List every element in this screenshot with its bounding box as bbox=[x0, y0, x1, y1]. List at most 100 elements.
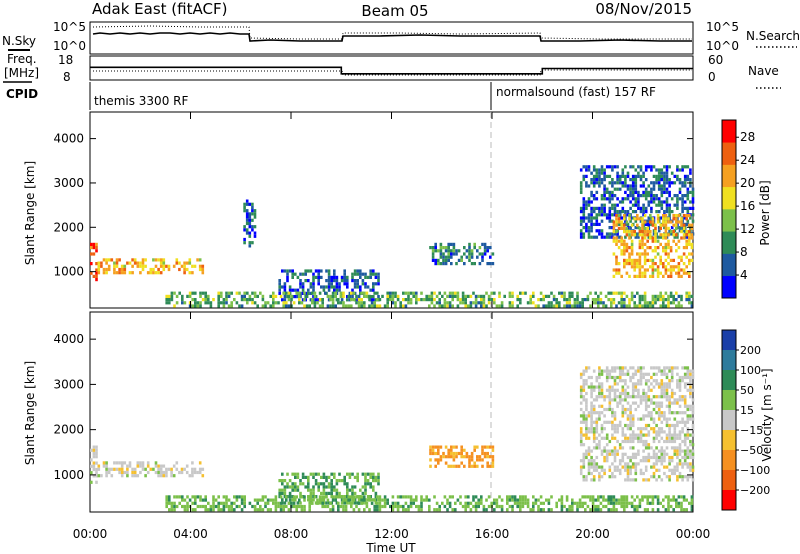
range-gate-cell-1 bbox=[149, 271, 153, 275]
range-gate-cell-5 bbox=[612, 301, 616, 305]
range-gate-cell-6 bbox=[621, 184, 625, 188]
range-gate-cell-2 bbox=[299, 491, 302, 495]
range-gate-cell-6 bbox=[652, 200, 656, 204]
freq-left-label-2: [MHz] bbox=[4, 66, 39, 80]
range-gate-cell-5 bbox=[347, 304, 350, 308]
range-gate-cell-7 bbox=[669, 265, 673, 269]
range-gate-cell-3 bbox=[429, 451, 432, 456]
range-gate-cell-2 bbox=[348, 488, 352, 492]
range-gate-cell-5 bbox=[334, 294, 337, 298]
range-gate-cell-7 bbox=[625, 246, 629, 250]
range-gate-cell-5 bbox=[639, 372, 643, 376]
range-gate-cell-5 bbox=[691, 369, 695, 373]
range-gate-cell-5 bbox=[600, 423, 604, 428]
range-gate-cell-6 bbox=[616, 210, 619, 214]
range-gate-cell-6 bbox=[660, 187, 664, 191]
range-gate-cell-6 bbox=[590, 200, 593, 204]
range-gate-cell-7 bbox=[623, 242, 626, 246]
range-gate-cell-5 bbox=[303, 298, 306, 302]
range-gate-cell-5 bbox=[611, 436, 614, 440]
range-gate-cell-5 bbox=[616, 427, 619, 431]
range-gate-cell-7 bbox=[682, 226, 686, 230]
range-gate-cell-3 bbox=[374, 275, 378, 279]
range-gate-cell-6 bbox=[634, 181, 638, 185]
range-gate-cell-5 bbox=[631, 372, 635, 376]
range-gate-cell-7 bbox=[625, 226, 629, 230]
x-tick-label: 08:00 bbox=[274, 527, 309, 541]
range-gate-cell-7 bbox=[641, 271, 644, 275]
range-gate-cell-4 bbox=[633, 508, 636, 512]
range-gate-cell-1 bbox=[128, 464, 132, 468]
range-gate-cell-1 bbox=[157, 474, 160, 478]
range-gate-cell-2 bbox=[351, 491, 354, 495]
range-gate-cell-3 bbox=[296, 295, 300, 299]
range-gate-cell-6 bbox=[611, 194, 614, 198]
range-gate-cell-4 bbox=[199, 495, 202, 499]
range-gate-cell-6 bbox=[590, 213, 593, 217]
range-gate-cell-4 bbox=[633, 504, 636, 509]
range-gate-cell-5 bbox=[603, 414, 606, 418]
range-gate-cell-5 bbox=[629, 420, 632, 424]
range-gate-cell-5 bbox=[683, 462, 687, 466]
range-gate-cell-5 bbox=[657, 401, 661, 405]
range-gate-cell-4 bbox=[511, 498, 514, 502]
range-gate-cell-6 bbox=[642, 174, 645, 178]
range-gate-cell-2 bbox=[248, 218, 252, 222]
range-gate-cell-6 bbox=[650, 200, 653, 204]
range-gate-cell-5 bbox=[611, 369, 614, 373]
range-gate-cell-7 bbox=[617, 268, 621, 272]
range-gate-cell-6 bbox=[585, 165, 588, 169]
range-gate-cell-6 bbox=[611, 197, 614, 201]
range-gate-cell-5 bbox=[655, 459, 658, 463]
range-gate-cell-6 bbox=[683, 181, 687, 185]
range-gate-cell-1 bbox=[165, 474, 168, 478]
range-gate-cell-4 bbox=[396, 501, 400, 505]
range-gate-cell-1 bbox=[133, 258, 137, 262]
range-gate-cell-1 bbox=[170, 467, 173, 471]
range-gate-cell-4 bbox=[376, 504, 379, 509]
range-gate-cell-7 bbox=[620, 223, 623, 227]
range-gate-cell-6 bbox=[634, 187, 638, 191]
range-gate-cell-1 bbox=[126, 470, 129, 475]
range-gate-cell-5 bbox=[665, 398, 669, 402]
range-gate-cell-7 bbox=[612, 226, 616, 230]
range-gate-cell-5 bbox=[493, 291, 496, 295]
range-gate-cell-5 bbox=[571, 304, 574, 308]
range-gate-cell-7 bbox=[649, 236, 652, 240]
range-gate-cell-6 bbox=[681, 206, 684, 210]
range-gate-cell-4 bbox=[472, 498, 475, 502]
range-gate-cell-7 bbox=[651, 258, 655, 262]
range-gate-cell-4 bbox=[464, 495, 467, 499]
range-gate-cell-5 bbox=[685, 291, 688, 295]
range-gate-cell-5 bbox=[665, 417, 669, 421]
range-gate-cell-6 bbox=[624, 235, 627, 239]
range-gate-cell-5 bbox=[586, 298, 590, 302]
range-gate-cell-4 bbox=[555, 504, 558, 509]
range-gate-cell-5 bbox=[691, 372, 695, 376]
range-gate-cell-7 bbox=[641, 233, 644, 237]
range-gate-cell-3 bbox=[278, 288, 281, 292]
range-gate-cell-5 bbox=[399, 304, 402, 308]
range-gate-cell-5 bbox=[639, 468, 643, 472]
range-gate-cell-3 bbox=[346, 275, 349, 279]
range-gate-cell-3 bbox=[343, 272, 346, 276]
range-gate-cell-5 bbox=[399, 301, 402, 305]
range-gate-cell-5 bbox=[597, 298, 600, 302]
range-gate-cell-4 bbox=[667, 508, 670, 512]
velocity-colorbar-swatch bbox=[722, 470, 736, 491]
range-gate-cell-5 bbox=[587, 462, 591, 466]
range-gate-cell-5 bbox=[576, 298, 579, 302]
range-gate-cell-5 bbox=[644, 446, 648, 450]
range-gate-cell-3 bbox=[309, 298, 313, 302]
range-gate-cell-6 bbox=[616, 165, 619, 169]
range-gate-cell-7 bbox=[667, 217, 670, 221]
range-gate-cell-0 bbox=[92, 242, 96, 246]
range-gate-cell-6 bbox=[642, 184, 645, 188]
range-gate-cell-2 bbox=[243, 209, 246, 213]
range-gate-cell-4 bbox=[591, 504, 595, 509]
range-gate-cell-4 bbox=[672, 495, 675, 499]
range-gate-cell-1 bbox=[139, 461, 142, 465]
range-gate-cell-5 bbox=[318, 291, 322, 295]
range-gate-cell-5 bbox=[660, 391, 664, 396]
range-gate-cell-7 bbox=[662, 265, 665, 269]
